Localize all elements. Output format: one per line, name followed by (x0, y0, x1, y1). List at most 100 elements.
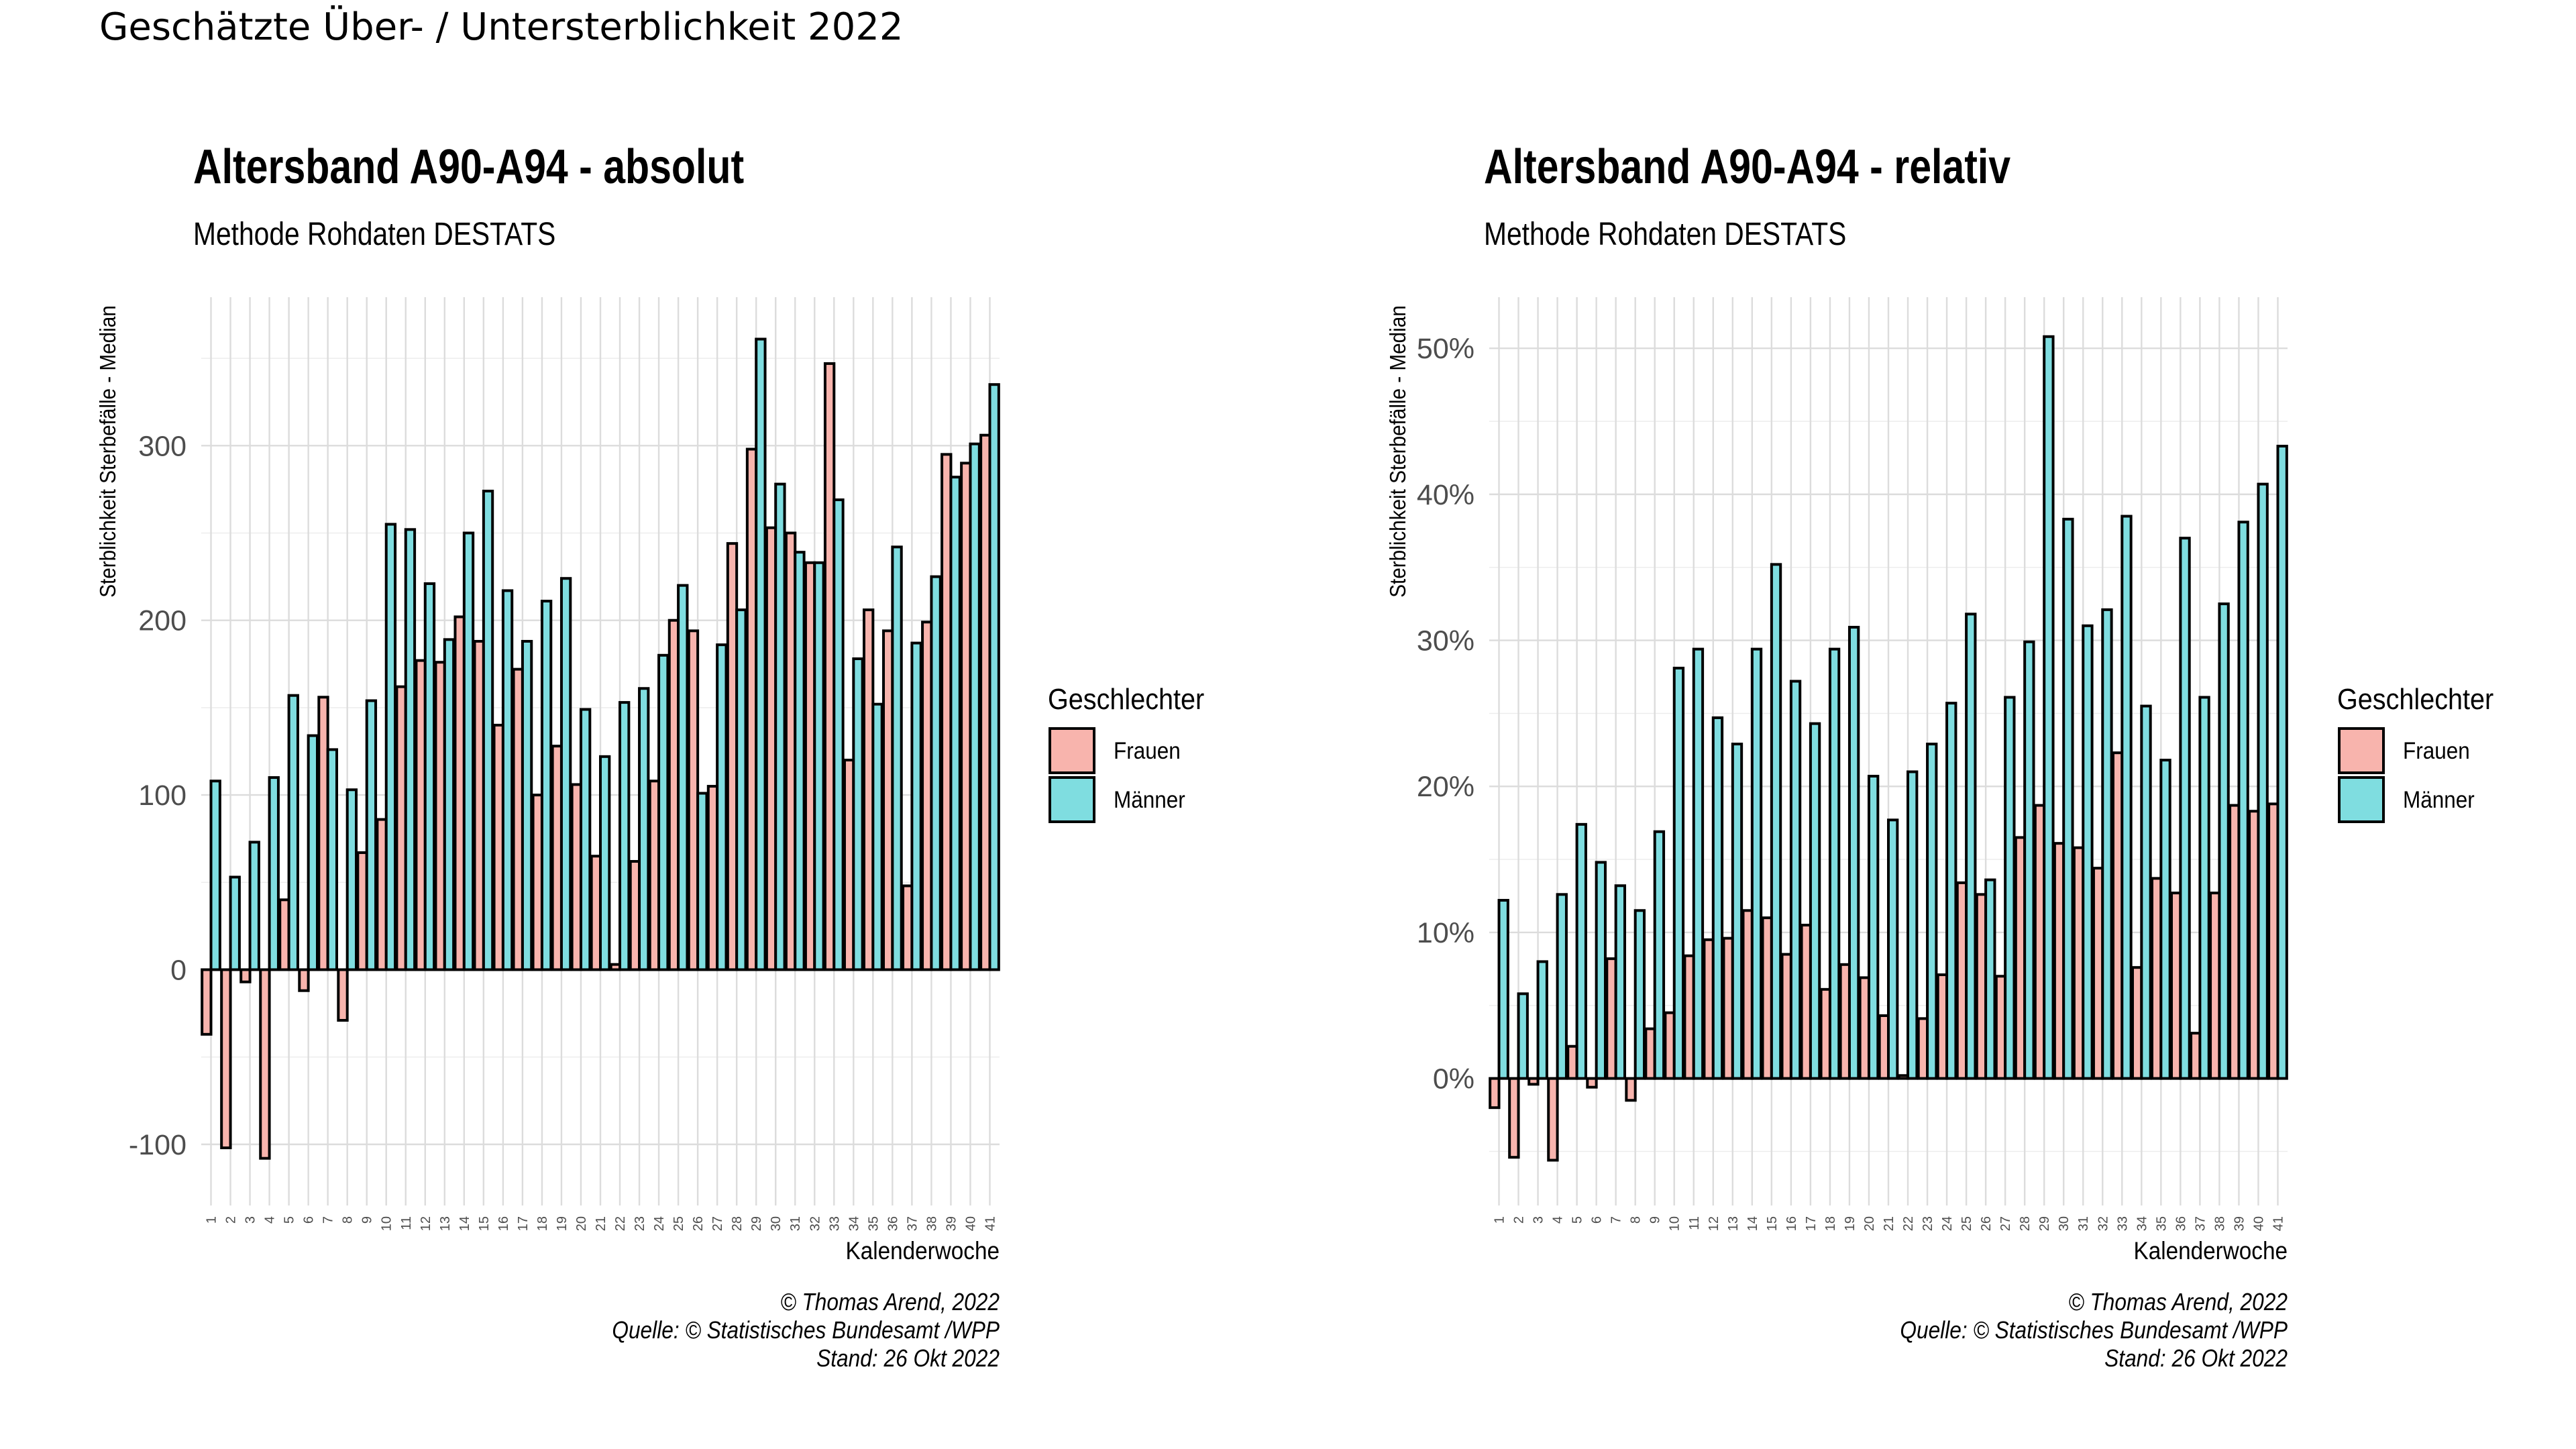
bar-frauen-kw21 (590, 855, 602, 971)
x-tick-label: 28 (2018, 1216, 2033, 1231)
x-tick-label: 5 (282, 1216, 297, 1224)
x-tick-label: 12 (1707, 1216, 1721, 1231)
bar-männer-kw17 (1809, 722, 1821, 1080)
bar-frauen-kw6 (1586, 1077, 1598, 1089)
legend-label-männer: Männer (1114, 788, 1185, 814)
bar-männer-kw39 (949, 476, 961, 971)
legend-title: Geschlechter (2337, 682, 2493, 715)
bar-männer-kw35 (871, 702, 883, 971)
y-tick-label: 100 (138, 780, 186, 812)
x-tick-label: 16 (1784, 1216, 1799, 1231)
x-axis-label: Kalenderwoche (846, 1237, 1000, 1265)
bar-frauen-kw1 (201, 968, 213, 1036)
x-tick-label: 11 (399, 1216, 414, 1230)
bar-frauen-kw9 (1644, 1027, 1656, 1080)
bar-männer-kw41 (988, 383, 1000, 971)
legend-label-männer: Männer (2403, 788, 2475, 814)
bar-frauen-kw12 (1703, 938, 1715, 1080)
bar-männer-kw33 (833, 498, 845, 971)
bar-frauen-kw30 (765, 526, 777, 971)
chart-panel-2: Altersband A90-A94 - relativ Methode Rohd… (1386, 139, 2494, 1372)
bar-frauen-kw2 (1508, 1077, 1520, 1159)
x-tick-label: 19 (1843, 1216, 1858, 1231)
x-tick-label: 22 (1901, 1216, 1916, 1231)
bar-frauen-kw4 (259, 968, 271, 1160)
bar-frauen-kw11 (395, 685, 407, 971)
x-tick-label: 32 (808, 1216, 822, 1231)
legend-swatch-männer (2338, 776, 2385, 823)
bar-männer-kw31 (2082, 624, 2094, 1080)
bar-männer-kw2 (229, 875, 241, 971)
x-tick-label: 41 (983, 1216, 998, 1231)
x-tick-label: 1 (1493, 1216, 1507, 1224)
x-tick-label: 23 (1921, 1216, 1935, 1231)
bar-frauen-kw23 (629, 860, 641, 971)
bar-frauen-kw10 (1664, 1011, 1676, 1080)
bar-männer-kw2 (1517, 992, 1529, 1080)
x-tick-label: 8 (341, 1216, 356, 1224)
bar-männer-kw24 (657, 653, 669, 971)
x-tick-label: 34 (2135, 1216, 2149, 1231)
x-tick-label: 6 (1590, 1216, 1605, 1224)
x-tick-label: 30 (769, 1216, 784, 1231)
x-tick-label: 10 (380, 1216, 394, 1231)
bar-frauen-kw39 (941, 453, 953, 971)
x-tick-label: 27 (710, 1216, 725, 1231)
x-tick-label: 29 (749, 1216, 764, 1231)
bar-männer-kw1 (1497, 899, 1509, 1080)
bar-frauen-kw22 (1897, 1074, 1910, 1080)
bar-männer-kw29 (755, 337, 767, 971)
x-tick-label: 25 (1960, 1216, 1974, 1231)
legend-title: Geschlechter (1048, 682, 1204, 715)
legend-label-frauen: Frauen (2403, 739, 2470, 765)
bar-männer-kw12 (1711, 716, 1724, 1080)
bar-frauen-kw25 (667, 619, 680, 971)
bar-frauen-kw26 (687, 629, 700, 971)
bar-männer-kw14 (1750, 647, 1763, 1080)
caption-line: © Thomas Arend, 2022 (2068, 1289, 2288, 1316)
bar-männer-kw18 (1828, 647, 1841, 1080)
bar-frauen-kw37 (2190, 1032, 2202, 1080)
caption-line: Stand: 26 Okt 2022 (2104, 1345, 2288, 1372)
bar-männer-kw21 (1887, 818, 1899, 1080)
bar-männer-kw10 (1672, 666, 1685, 1080)
bar-frauen-kw11 (1683, 954, 1695, 1080)
bar-männer-kw31 (794, 551, 806, 971)
x-tick-label: 1 (205, 1216, 219, 1224)
y-tick-label: 50% (1417, 333, 1474, 365)
bar-frauen-kw34 (843, 759, 855, 971)
x-tick-label: 14 (458, 1216, 472, 1231)
bar-männer-kw36 (2179, 537, 2191, 1080)
bar-männer-kw17 (521, 639, 533, 971)
y-tick-label: 0 (170, 954, 186, 986)
x-axis-label: Kalenderwoche (2134, 1237, 2288, 1265)
x-tick-label: 32 (2096, 1216, 2110, 1231)
x-tick-label: 2 (224, 1216, 239, 1224)
bar-frauen-kw33 (2111, 751, 2124, 1080)
bar-männer-kw9 (1653, 830, 1666, 1080)
x-tick-label: 17 (1804, 1216, 1819, 1231)
bar-männer-kw25 (1965, 612, 1977, 1080)
bar-männer-kw32 (2101, 608, 2113, 1080)
bar-männer-kw39 (2237, 521, 2249, 1080)
bar-männer-kw12 (423, 582, 436, 971)
x-tick-label: 10 (1668, 1216, 1682, 1231)
bar-männer-kw30 (2062, 517, 2074, 1080)
legend: Geschlechter Frauen Männer (2337, 682, 2493, 823)
bar-frauen-kw38 (2209, 892, 2221, 1080)
bar-frauen-kw3 (239, 968, 252, 983)
x-tick-label: 3 (244, 1216, 258, 1224)
x-tick-label: 28 (730, 1216, 745, 1231)
bar-männer-kw8 (345, 788, 358, 971)
x-tick-label: 33 (827, 1216, 842, 1231)
x-tick-label: 13 (1726, 1216, 1741, 1231)
bar-männer-kw28 (2023, 640, 2035, 1080)
bar-männer-kw13 (1731, 743, 1743, 1080)
x-tick-label: 38 (2212, 1216, 2227, 1231)
bar-männer-kw10 (384, 523, 397, 971)
bar-männer-kw38 (2218, 602, 2230, 1080)
page-title: Geschätzte Über- / Untersterblichkeit 20… (99, 5, 904, 49)
bar-frauen-kw14 (1741, 909, 1754, 1080)
x-tick-label: 8 (1629, 1216, 1644, 1224)
